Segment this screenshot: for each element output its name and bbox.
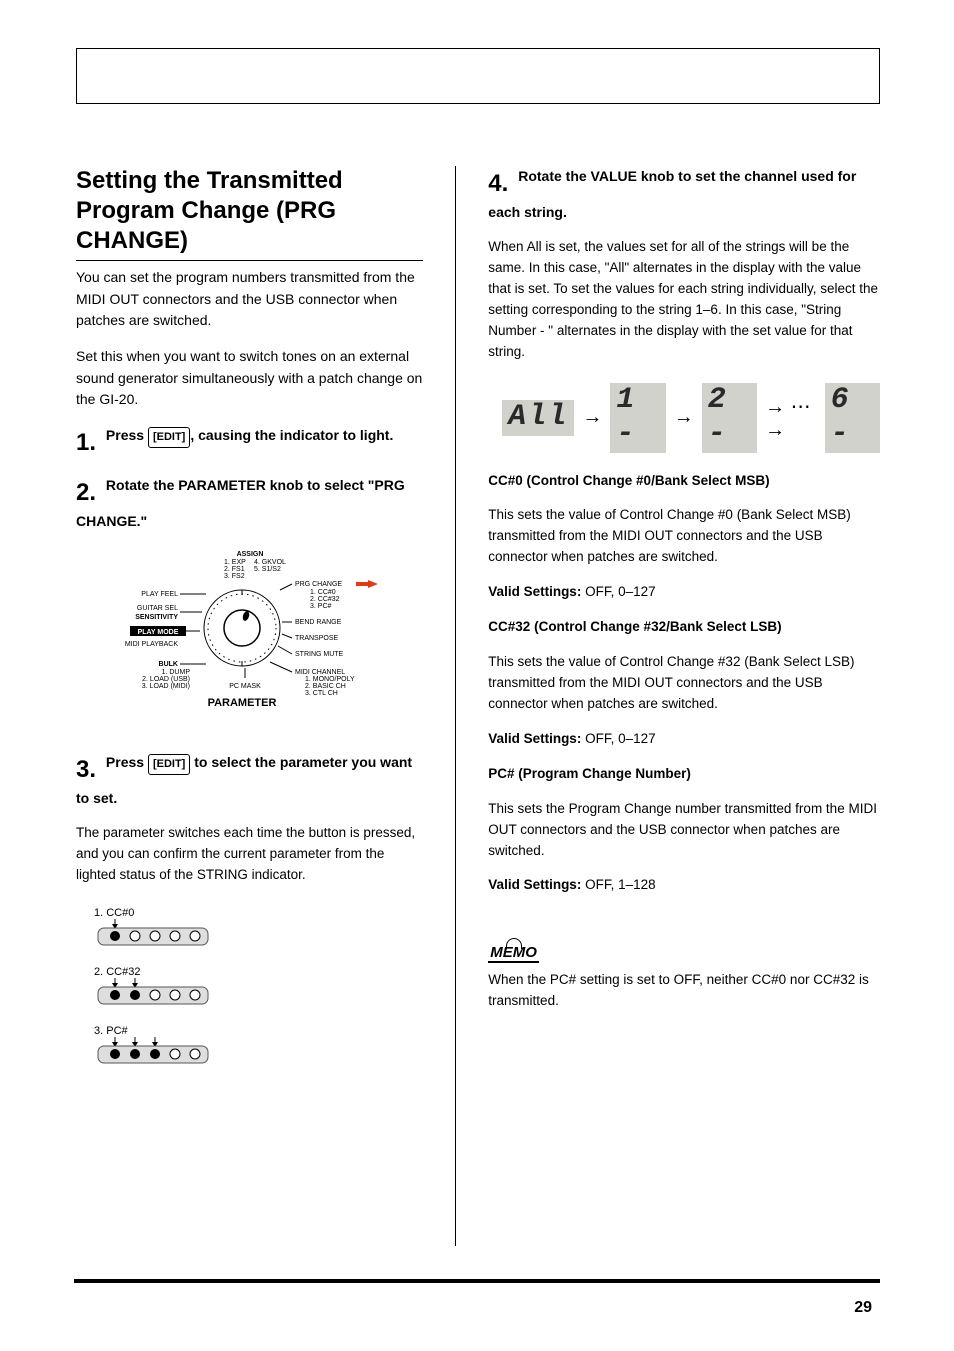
step-3-num: 3. bbox=[76, 752, 96, 788]
svg-text:BULK: BULK bbox=[158, 661, 177, 668]
seg-cell-6: 6 - bbox=[825, 383, 880, 453]
step-4-num: 4. bbox=[488, 166, 508, 202]
parameter-dial-diagram: ASSIGN 1. EXP 2. FS1 3. FS2 4. GKVOL 5. … bbox=[120, 546, 380, 736]
svg-text:1. EXP: 1. EXP bbox=[224, 559, 246, 566]
svg-text:3. PC#: 3. PC# bbox=[310, 603, 332, 610]
cc0-range: Valid Settings: OFF, 0–127 bbox=[488, 582, 880, 603]
step-1-num: 1. bbox=[76, 425, 96, 461]
section-title: Setting the Transmitted Program Change (… bbox=[76, 166, 423, 261]
seg-arrow-3: → ⋯ → bbox=[765, 394, 816, 442]
intro-1: You can set the program numbers transmit… bbox=[76, 267, 423, 332]
seg-arrow-2: → bbox=[674, 406, 694, 429]
pc-range: Valid Settings: OFF, 1–128 bbox=[488, 875, 880, 896]
memo-icon: MEMO bbox=[488, 944, 539, 961]
svg-text:2. CC#32: 2. CC#32 bbox=[310, 596, 340, 603]
svg-text:BEND RANGE: BEND RANGE bbox=[295, 619, 342, 626]
cc0-heading: CC#0 (Control Change #0/Bank Select MSB) bbox=[488, 473, 769, 488]
step-3-detail: The parameter switches each time the but… bbox=[76, 823, 423, 886]
step-4: 4. Rotate the VALUE knob to set the chan… bbox=[488, 166, 880, 223]
memo-text: When the PC# setting is set to OFF, neit… bbox=[488, 970, 880, 1011]
svg-text:STRING MUTE: STRING MUTE bbox=[295, 651, 344, 658]
intro-2: Set this when you want to switch tones o… bbox=[76, 346, 423, 411]
cc0-label: CC#0 (Control Change #0/Bank Select MSB) bbox=[488, 471, 880, 492]
svg-text:2. LOAD (USB): 2. LOAD (USB) bbox=[142, 676, 190, 683]
svg-text:ASSIGN: ASSIGN bbox=[236, 551, 263, 558]
svg-text:3. PC#: 3. PC# bbox=[94, 1025, 129, 1037]
cc32-range-label: Valid Settings: bbox=[488, 731, 581, 746]
page-number: 29 bbox=[854, 1299, 872, 1317]
pc-body: This sets the Program Change number tran… bbox=[488, 799, 880, 862]
step-2-text: Rotate the PARAMETER knob to select "PRG… bbox=[76, 477, 405, 529]
cc0-body: This sets the value of Control Change #0… bbox=[488, 505, 880, 568]
cc32-range-val: OFF, 0–127 bbox=[581, 731, 655, 746]
svg-text:MIDI PLAYBACK: MIDI PLAYBACK bbox=[125, 641, 178, 648]
title-box bbox=[76, 48, 880, 104]
seg-arrow-1: → bbox=[582, 406, 602, 429]
svg-text:GUITAR SEL: GUITAR SEL bbox=[137, 605, 178, 612]
step-4-body: When All is set, the values set for all … bbox=[488, 237, 880, 363]
step-1: 1. Press [EDIT], causing the indicator t… bbox=[76, 425, 423, 461]
edit-button-glyph-2: [EDIT] bbox=[148, 754, 190, 775]
svg-text:PLAY FEEL: PLAY FEEL bbox=[141, 591, 178, 598]
section-line-1: Setting the Transmitted bbox=[76, 167, 343, 194]
svg-text:PLAY MODE: PLAY MODE bbox=[137, 629, 178, 636]
svg-text:1. MONO/POLY: 1. MONO/POLY bbox=[305, 676, 355, 683]
step-2: 2. Rotate the PARAMETER knob to select "… bbox=[76, 475, 423, 532]
step-4-text: Rotate the VALUE knob to set the channel… bbox=[488, 168, 856, 220]
svg-text:PARAMETER: PARAMETER bbox=[207, 697, 276, 709]
segment-display: All → 1 - → 2 - → ⋯ → 6 - bbox=[502, 383, 880, 453]
memo-block: MEMO When the PC# setting is set to OFF,… bbox=[488, 944, 880, 1011]
svg-text:3. LOAD (MIDI): 3. LOAD (MIDI) bbox=[141, 683, 189, 690]
seg-cell-all: All bbox=[502, 400, 574, 436]
svg-text:1. CC#0: 1. CC#0 bbox=[310, 589, 336, 596]
svg-text:3. FS2: 3. FS2 bbox=[224, 573, 245, 580]
svg-text:SENSITIVITY: SENSITIVITY bbox=[135, 614, 178, 621]
led-row-1: 1. CC#0 bbox=[94, 906, 224, 951]
right-column: 4. Rotate the VALUE knob to set the chan… bbox=[488, 166, 880, 1246]
svg-text:TRANSPOSE: TRANSPOSE bbox=[295, 635, 339, 642]
cc0-range-val: OFF, 0–127 bbox=[581, 584, 655, 599]
cc0-range-label: Valid Settings: bbox=[488, 584, 581, 599]
footer-rule bbox=[74, 1279, 880, 1283]
step-1-suffix: , causing the indicator to light. bbox=[190, 427, 393, 443]
left-column: Setting the Transmitted Program Change (… bbox=[76, 166, 423, 1246]
step-2-num: 2. bbox=[76, 475, 96, 511]
svg-text:5. S1/S2: 5. S1/S2 bbox=[254, 566, 281, 573]
led-row-3: 3. PC# bbox=[94, 1024, 224, 1069]
pc-range-val: OFF, 1–128 bbox=[581, 877, 655, 892]
seg-cell-1: 1 - bbox=[610, 383, 665, 453]
pc-heading: PC# (Program Change Number) bbox=[488, 766, 691, 781]
svg-text:4. GKVOL: 4. GKVOL bbox=[254, 559, 286, 566]
cc32-heading: CC#32 (Control Change #32/Bank Select LS… bbox=[488, 619, 781, 634]
svg-text:2. FS1: 2. FS1 bbox=[224, 566, 245, 573]
section-line-2: Program Change (PRG CHANGE) bbox=[76, 197, 336, 254]
cc32-label: CC#32 (Control Change #32/Bank Select LS… bbox=[488, 617, 880, 638]
step-3: 3. Press [EDIT] to select the parameter … bbox=[76, 752, 423, 809]
svg-text:2. CC#32: 2. CC#32 bbox=[94, 966, 140, 978]
pc-label: PC# (Program Change Number) bbox=[488, 764, 880, 785]
svg-text:MIDI CHANNEL: MIDI CHANNEL bbox=[295, 669, 345, 676]
svg-text:1. DUMP: 1. DUMP bbox=[161, 669, 190, 676]
seg-cell-2: 2 - bbox=[702, 383, 757, 453]
step-1-prefix: Press bbox=[106, 427, 148, 443]
columns: Setting the Transmitted Program Change (… bbox=[76, 166, 880, 1246]
svg-text:PRG CHANGE: PRG CHANGE bbox=[295, 581, 342, 588]
svg-text:3. CTL CH: 3. CTL CH bbox=[305, 690, 338, 697]
svg-text:2. BASIC CH: 2. BASIC CH bbox=[305, 683, 346, 690]
cc32-range: Valid Settings: OFF, 0–127 bbox=[488, 729, 880, 750]
led-row-2: 2. CC#32 bbox=[94, 965, 224, 1010]
svg-text:1. CC#0: 1. CC#0 bbox=[94, 907, 134, 919]
pc-range-label: Valid Settings: bbox=[488, 877, 581, 892]
page-root: Setting the Transmitted Program Change (… bbox=[0, 0, 954, 1351]
column-divider bbox=[455, 166, 456, 1246]
cc32-body: This sets the value of Control Change #3… bbox=[488, 652, 880, 715]
svg-text:PC MASK: PC MASK bbox=[229, 683, 261, 690]
edit-button-glyph: [EDIT] bbox=[148, 427, 190, 448]
